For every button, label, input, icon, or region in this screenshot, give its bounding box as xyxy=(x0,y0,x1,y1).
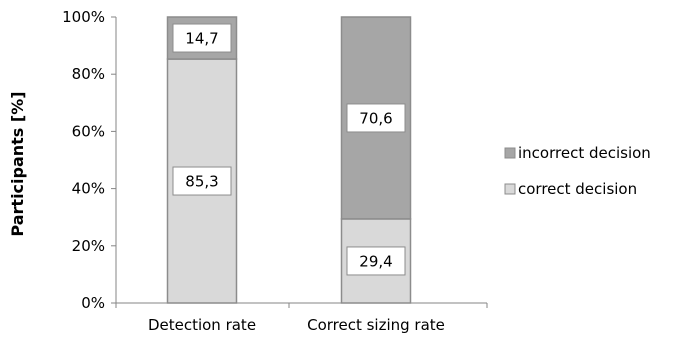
legend-swatch xyxy=(504,147,516,159)
y-tick-label: 0% xyxy=(81,294,105,312)
y-tick-label: 100% xyxy=(62,8,105,26)
legend-label: correct decision xyxy=(518,180,637,198)
data-label-box xyxy=(346,103,406,133)
y-tick-label: 20% xyxy=(72,237,105,255)
data-labels: 85,3 14,7 29,4 70,6 xyxy=(172,23,406,276)
y-tick-label: 40% xyxy=(72,180,105,198)
x-tick-label: Detection rate xyxy=(148,316,256,334)
data-label-box xyxy=(346,246,406,276)
data-label: 14,7 xyxy=(185,30,218,48)
legend: incorrect decision correct decision xyxy=(504,144,651,198)
data-label: 29,4 xyxy=(359,252,392,270)
data-label-box xyxy=(172,166,232,196)
y-tick-label: 60% xyxy=(72,122,105,140)
legend-label: incorrect decision xyxy=(518,144,651,162)
data-label-box xyxy=(172,23,232,53)
data-label: 70,6 xyxy=(359,109,392,127)
y-tick-label: 80% xyxy=(72,65,105,83)
data-label: 85,3 xyxy=(185,173,218,191)
x-tick-label: Correct sizing rate xyxy=(307,316,445,334)
legend-swatch xyxy=(504,183,516,195)
y-axis-title: Participants [%] xyxy=(8,91,27,236)
axes: 0% 20% 40% 60% 80% 100% Detection rate Correct … xyxy=(8,8,488,334)
